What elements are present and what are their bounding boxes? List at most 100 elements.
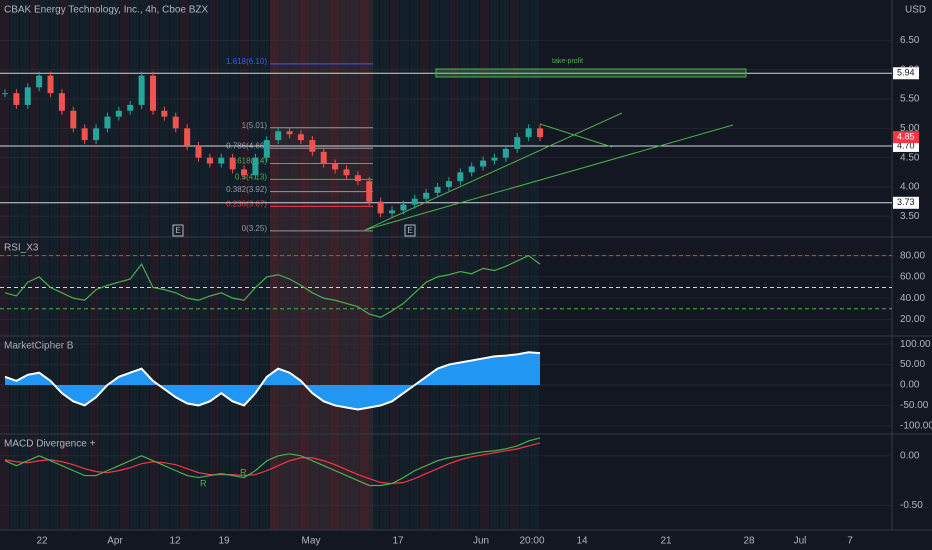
x-tick-label: May [302,536,321,547]
candle [400,204,407,211]
candle [138,75,145,105]
rsi-line [4,254,541,318]
candle [241,169,248,176]
session-stripe [430,0,439,530]
y-tick-label: 40.00 [900,293,925,304]
x-tick-label: Jul [794,536,807,547]
session-stripe [200,0,209,530]
session-stripe [520,0,529,530]
session-stripe [400,0,409,530]
session-stripe [470,0,479,530]
session-stripe [300,0,309,530]
candle [104,116,111,129]
fib-label: 0.236(3.67) [226,199,267,208]
event-marker-box [404,224,416,237]
take-profit-zone [435,68,747,78]
candle [161,110,168,117]
session-stripe [170,0,179,530]
x-tick-label: 20:00 [519,536,544,547]
session-stripe [350,0,359,530]
session-stripe [420,0,429,530]
event-marker: E [407,226,412,235]
fib-label: 0.382(3.92) [226,185,267,194]
candle [81,128,88,141]
session-stripe [60,0,69,530]
y-tick-label: -50.00 [900,400,929,411]
candle [514,137,521,149]
event-marker: E [175,226,180,235]
candle [502,148,509,158]
candle [537,128,543,138]
session-stripe [380,0,389,530]
event-marker-box [172,224,184,237]
x-tick-label: Apr [107,536,123,547]
candle [24,87,31,105]
session-stripe [370,0,379,530]
candle [195,145,202,158]
session-stripe [440,0,449,530]
candle [366,181,373,202]
price-label: 3.73 [897,197,915,207]
x-tick-label: 28 [743,536,755,547]
session-stripe [480,0,489,530]
candle [218,157,225,164]
candle [320,151,327,164]
session-stripe [310,0,319,530]
session-stripe [240,0,249,530]
candle [377,201,384,214]
cipher-wave [5,352,540,410]
y-tick-label: 0.00 [900,450,920,461]
last-price: 4.85 [897,132,915,142]
session-stripe [220,0,229,530]
trendline [364,112,734,231]
candle [47,75,54,94]
y-tick-label: 5.00 [900,123,920,134]
fib-label: 1(5.01) [242,121,268,130]
session-stripe [30,0,39,530]
candle [286,131,293,135]
candle [184,128,191,146]
chart-title: CBAK Energy Technology, Inc., 4h, Cboe B… [4,5,209,16]
session-stripe [260,0,269,530]
session-stripe [190,0,199,530]
candle [13,93,20,105]
signal-line [4,442,541,485]
divergence-label: R [240,467,247,477]
fib-label: 1.618(6.10) [226,57,267,66]
session-stripe [40,0,49,530]
candle [275,131,282,141]
session-stripe [290,0,299,530]
session-stripe [180,0,189,530]
session-stripe [460,0,469,530]
session-stripe [90,0,99,530]
candle [149,75,156,111]
candle [491,157,498,161]
session-stripe [360,0,369,530]
currency: USD [905,5,926,16]
candle [229,157,236,170]
session-stripe [410,0,419,530]
candle [480,160,487,167]
price-label: 5.94 [897,68,915,78]
candle [343,169,350,176]
y-tick-label: 3.50 [900,211,920,222]
candle [36,75,43,88]
macd-line [4,437,541,487]
x-tick-label: 7 [847,536,853,547]
x-tick-label: 22 [36,536,48,547]
session-stripe [230,0,239,530]
session-stripe [160,0,169,530]
session-stripe [490,0,499,530]
y-tick-label: -100.00 [900,421,932,432]
y-tick-label: 80.00 [900,250,925,261]
session-stripe [250,0,259,530]
y-tick-label: 20.00 [900,314,925,325]
session-stripe [0,0,9,530]
x-tick-label: Jun [473,536,489,547]
session-stripe [390,0,399,530]
candle [445,181,452,187]
y-tick-label: -0.50 [900,500,923,511]
y-tick-label: 50.00 [900,359,925,370]
candle [411,198,418,205]
